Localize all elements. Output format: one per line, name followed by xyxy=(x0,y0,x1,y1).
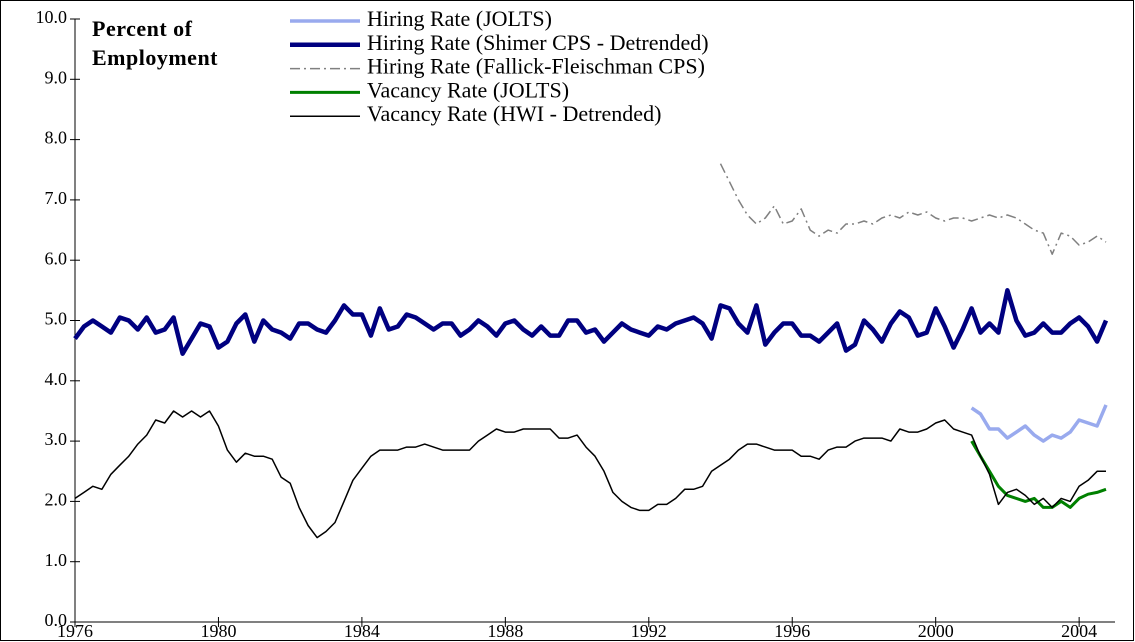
y-tick-label: 9.0 xyxy=(45,67,68,87)
y-tick-label: 0.0 xyxy=(45,610,68,630)
x-tick-label: 2000 xyxy=(918,621,954,641)
x-tick-label: 1976 xyxy=(57,621,93,641)
legend-label: Hiring Rate (JOLTS) xyxy=(367,6,552,31)
legend-label: Vacancy Rate (HWI - Detrended) xyxy=(367,101,661,126)
x-tick-label: 2004 xyxy=(1061,621,1097,641)
series-line xyxy=(719,163,1107,255)
legend-label: Vacancy Rate (JOLTS) xyxy=(367,77,569,102)
y-tick-label: 4.0 xyxy=(45,369,68,389)
x-tick-label: 1996 xyxy=(774,621,810,641)
y-tick-label: 10.0 xyxy=(36,7,68,27)
series-line xyxy=(970,440,1107,509)
series-line xyxy=(74,410,1106,539)
y-axis-title: Percent of Employment xyxy=(92,16,218,70)
x-tick-label: 1988 xyxy=(487,621,523,641)
y-tick-label: 8.0 xyxy=(45,128,68,148)
y-tick-label: 6.0 xyxy=(45,248,68,268)
y-tick-label: 1.0 xyxy=(45,550,68,570)
y-tick-label: 7.0 xyxy=(45,188,68,208)
x-tick-label: 1980 xyxy=(200,621,236,641)
legend-label: Hiring Rate (Fallick-Fleischman CPS) xyxy=(367,54,705,79)
series-line xyxy=(970,404,1108,443)
series-line xyxy=(73,288,1109,356)
legend-label: Hiring Rate (Shimer CPS - Detrended) xyxy=(367,30,709,55)
x-tick-label: 1984 xyxy=(344,621,380,641)
y-tick-label: 3.0 xyxy=(45,429,68,449)
x-tick-label: 1992 xyxy=(631,621,667,641)
y-tick-label: 5.0 xyxy=(45,309,68,329)
y-tick-label: 2.0 xyxy=(45,490,68,510)
